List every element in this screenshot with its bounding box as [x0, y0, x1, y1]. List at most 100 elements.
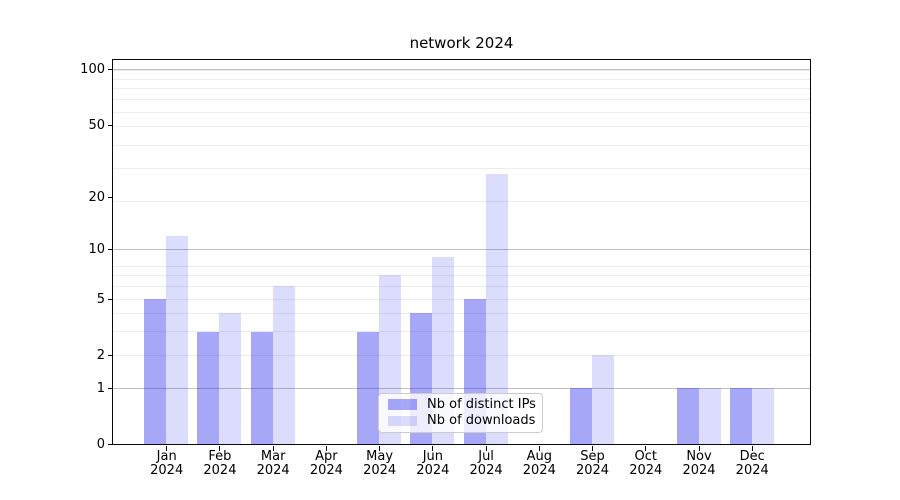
x-tick-mark: [219, 446, 221, 451]
gridline-minor: [112, 275, 810, 277]
y-tick-label-10: 10: [88, 242, 105, 258]
x-tick-mark: [272, 446, 274, 451]
legend-swatch-distinct-ips: [388, 399, 417, 410]
x-tick-label-line: 2024: [469, 463, 503, 478]
x-tick-mark: [379, 446, 381, 451]
bar-downloads-nov: [698, 387, 721, 444]
x-tick-label-line: Jun: [422, 448, 443, 464]
x-tick-label-may: May 2024: [348, 448, 412, 479]
x-tick-label-line: 2024: [629, 463, 663, 478]
y-tick-mark: [108, 444, 113, 445]
y-tick-mark: [108, 387, 113, 389]
legend-swatch-downloads: [388, 415, 417, 427]
bar-downloads-mar: [272, 286, 295, 444]
y-tick-mark: [108, 298, 113, 300]
y-tick-mark: [108, 354, 113, 356]
x-tick-mark: [432, 446, 434, 451]
x-tick-mark: [645, 446, 647, 451]
x-tick-label-line: 2024: [735, 463, 769, 478]
x-tick-label-jul: Jul 2024: [454, 448, 518, 479]
x-tick-label-line: Sep: [580, 448, 605, 464]
gridline-minor: [112, 144, 810, 146]
gridline-minor: [112, 167, 810, 169]
x-tick-label-line: Oct: [634, 448, 657, 464]
gridline-minor: [112, 298, 810, 300]
y-tick-label-50: 50: [88, 117, 105, 133]
gridline-minor: [112, 88, 810, 90]
y-tick-label-20: 20: [88, 189, 105, 205]
x-tick-mark: [538, 446, 540, 451]
x-tick-label-line: 2024: [309, 463, 343, 478]
x-tick-label-line: 2024: [150, 463, 184, 478]
x-tick-label-line: Feb: [208, 448, 232, 464]
y-tick-mark: [108, 196, 113, 198]
y-tick-mark: [108, 69, 113, 71]
gridline-minor: [112, 200, 810, 202]
x-tick-label-line: Jul: [478, 448, 494, 464]
gridline-minor: [112, 99, 810, 101]
y-tick-label-0: 0: [96, 437, 105, 452]
legend: Nb of distinct IPs Nb of downloads: [378, 392, 543, 433]
bar-distinct-ips-jan: [144, 298, 167, 444]
x-tick-label-line: 2024: [682, 463, 716, 478]
x-tick-label-line: Jan: [156, 448, 177, 464]
bar-distinct-ips-nov: [676, 387, 699, 444]
legend-label-downloads: Nb of downloads: [427, 413, 536, 429]
x-tick-mark: [485, 446, 487, 451]
x-tick-label-line: 2024: [575, 463, 610, 478]
x-tick-label-jan: Jan 2024: [135, 448, 199, 479]
x-tick-label-line: Apr: [315, 448, 338, 464]
x-tick-label-sep: Sep 2024: [561, 448, 625, 479]
x-tick-label-line: Nov: [686, 448, 712, 464]
plot-inner: [112, 60, 810, 444]
gridline-minor: [112, 313, 810, 315]
x-tick-label-line: Dec: [739, 448, 765, 464]
bar-distinct-ips-may: [357, 331, 380, 444]
plot-area: [111, 58, 811, 445]
gridline-minor: [112, 126, 810, 128]
gridline-minor: [112, 286, 810, 288]
gridline-minor: [112, 111, 810, 113]
bar-downloads-jul: [485, 173, 508, 444]
gridline-minor: [112, 354, 810, 356]
x-tick-label-line: 2024: [363, 463, 397, 478]
x-tick-label-line: 2024: [416, 463, 450, 478]
gridline-minor: [112, 331, 810, 333]
x-tick-label-line: 2024: [522, 463, 556, 478]
legend-item-distinct-ips: Nb of distinct IPs: [388, 397, 536, 413]
chart-title: network 2024: [409, 34, 514, 52]
bar-distinct-ips-sep: [570, 387, 593, 444]
bar-distinct-ips-feb: [197, 331, 220, 444]
gridline-minor: [112, 70, 810, 72]
bar-downloads-sep: [592, 354, 615, 444]
bar-distinct-ips-dec: [729, 387, 752, 444]
bar-distinct-ips-mar: [250, 331, 273, 444]
y-tick-label-100: 100: [80, 62, 105, 78]
bar-downloads-feb: [219, 313, 242, 444]
x-tick-label-apr: Apr 2024: [294, 448, 358, 479]
y-tick-label-2: 2: [96, 347, 105, 363]
x-tick-label-line: 2024: [203, 463, 237, 478]
bar-downloads-jan: [166, 235, 189, 444]
bar-downloads-dec: [751, 387, 774, 444]
gridline-major: [112, 387, 810, 389]
legend-label-distinct-ips: Nb of distinct IPs: [427, 397, 536, 413]
x-tick-mark: [698, 446, 700, 451]
y-tick-label-5: 5: [96, 291, 105, 307]
x-tick-label-aug: Aug 2024: [507, 449, 571, 479]
x-tick-mark: [751, 446, 753, 451]
x-tick-label-feb: Feb 2024: [188, 448, 252, 479]
x-tick-label-line: 2024: [256, 463, 290, 478]
y-tick-mark: [108, 124, 113, 126]
x-tick-label-line: May: [366, 448, 394, 464]
x-tick-label-nov: Nov 2024: [667, 448, 731, 479]
y-tick-label-1: 1: [96, 380, 105, 396]
gridline-major: [112, 249, 810, 251]
gridline-major: [112, 69, 810, 71]
gridline-minor: [112, 78, 810, 80]
gridline-minor: [112, 265, 810, 267]
x-tick-label-line: Mar: [260, 448, 286, 464]
x-tick-label-mar: Mar 2024: [241, 448, 305, 479]
x-tick-label-dec: Dec 2024: [720, 448, 784, 479]
